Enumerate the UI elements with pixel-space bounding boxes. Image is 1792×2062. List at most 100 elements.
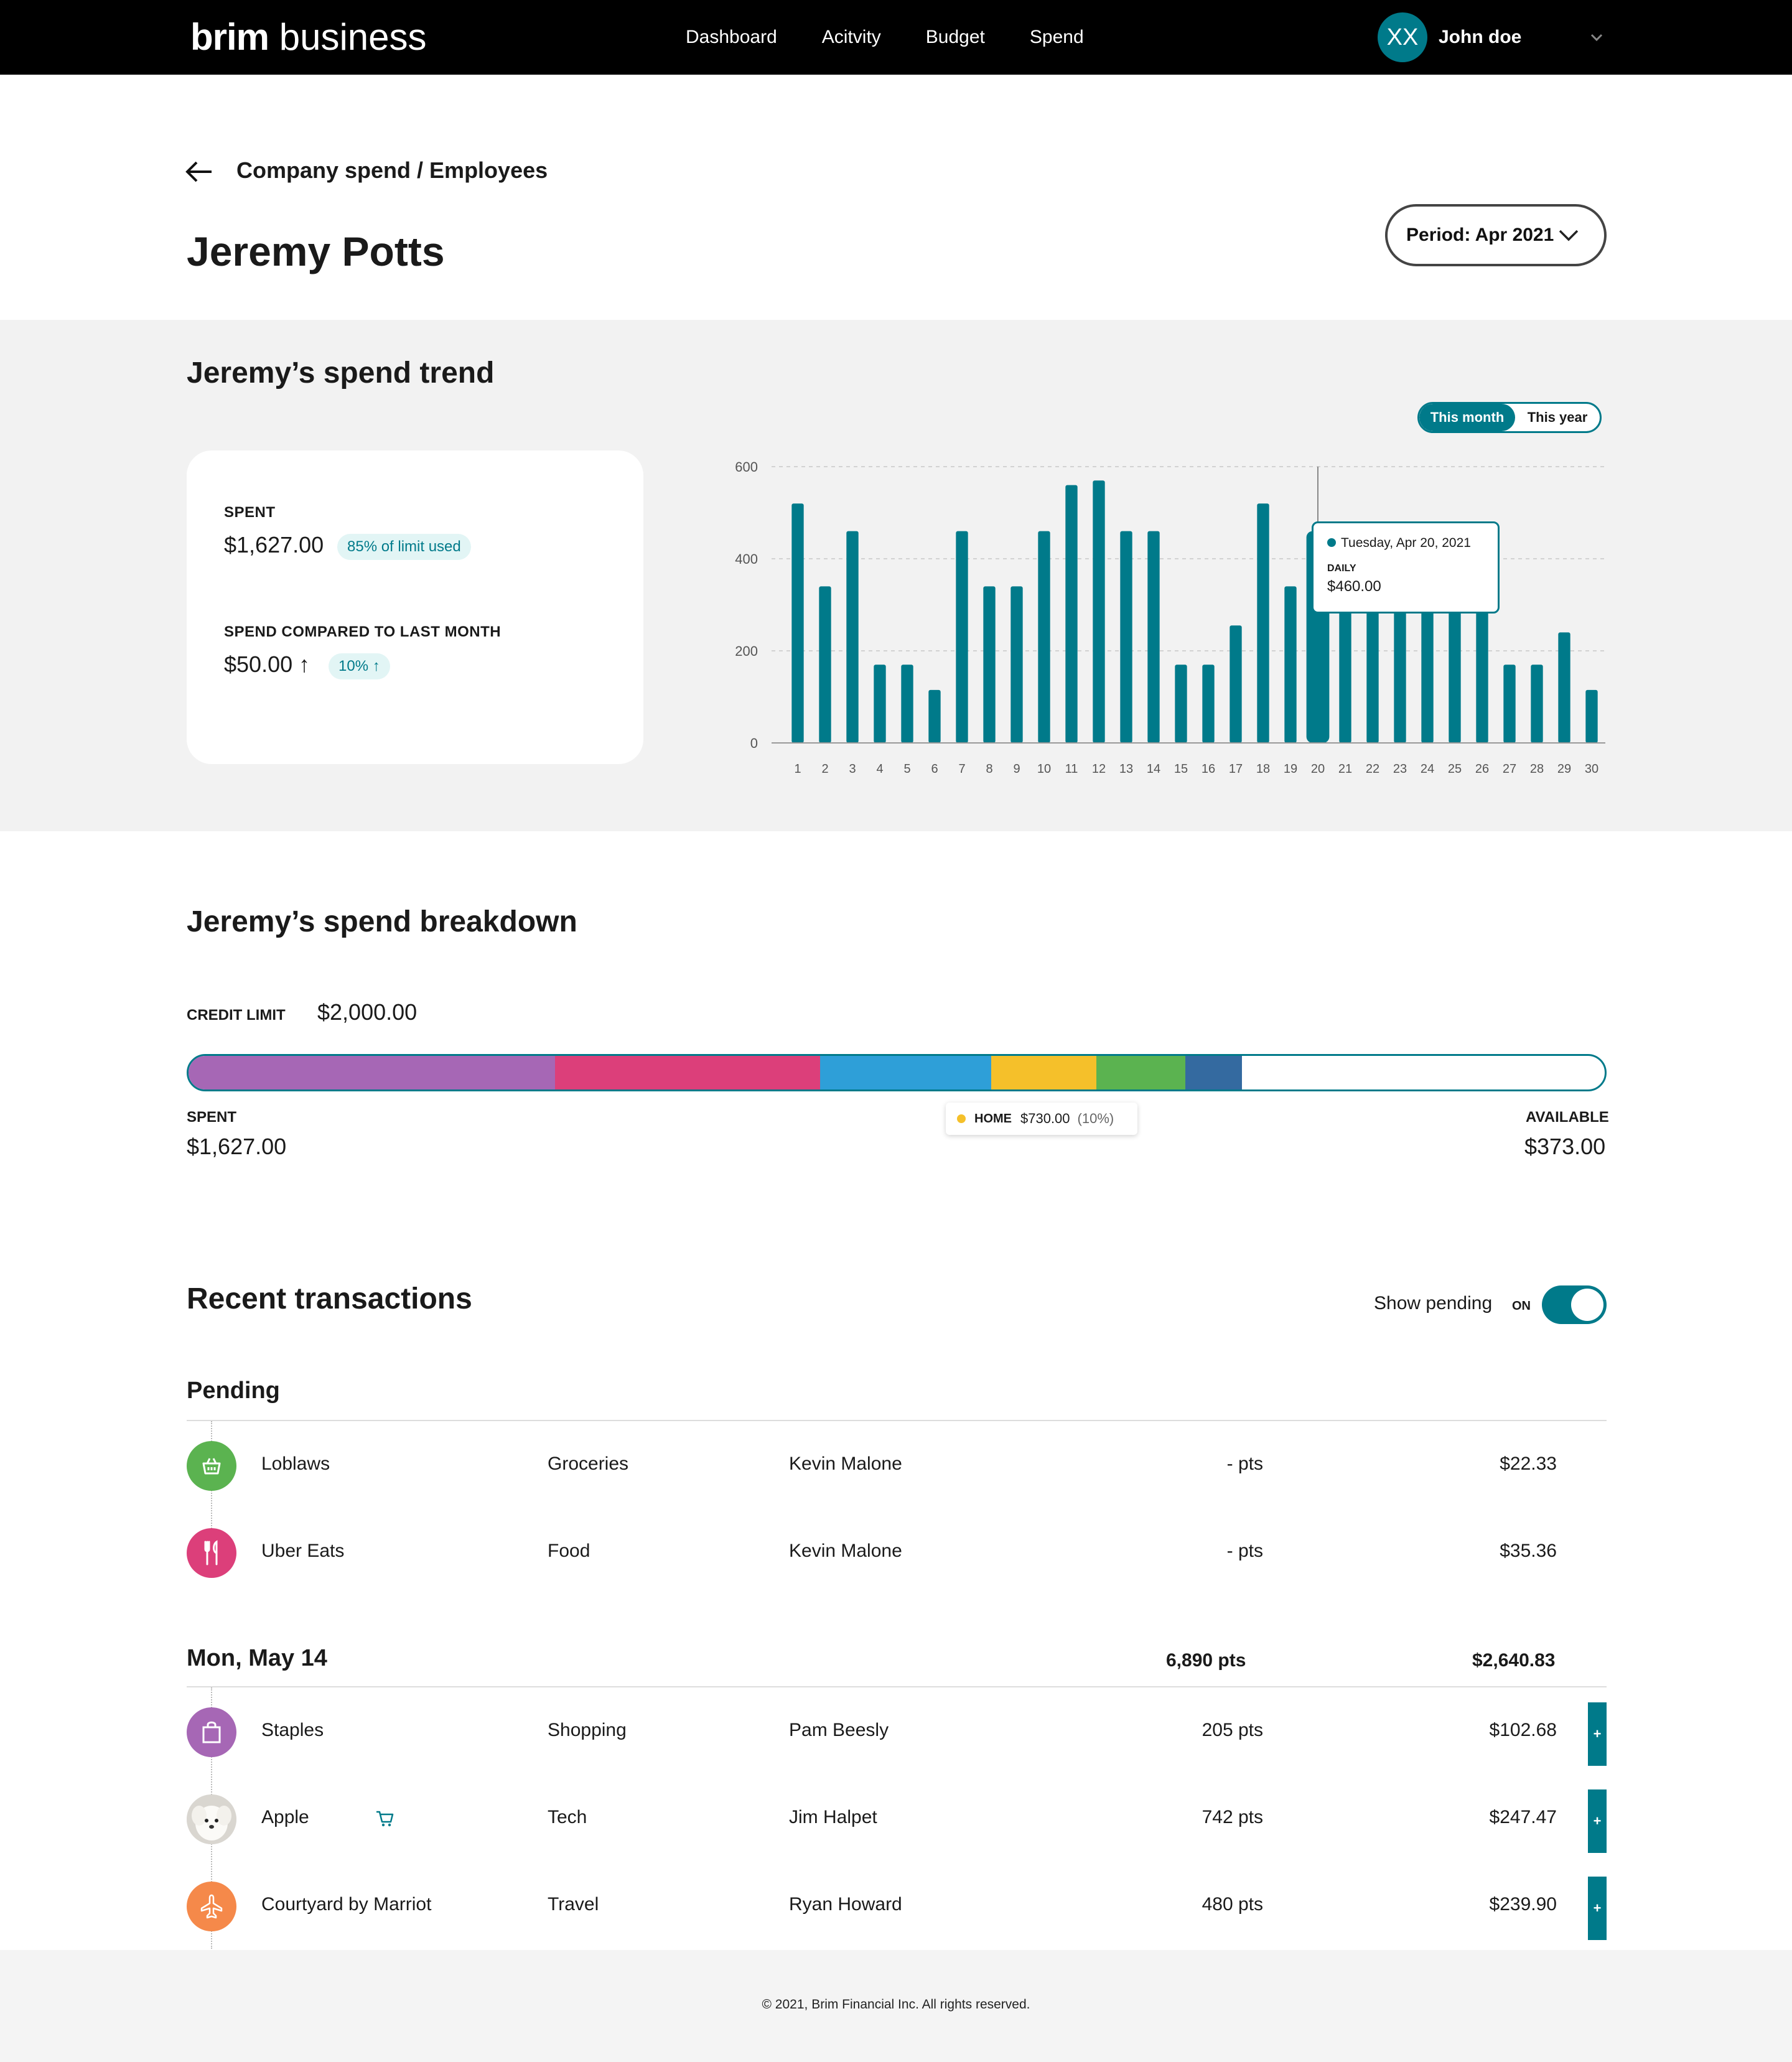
chart-bar-day-11[interactable] (1065, 485, 1078, 743)
transaction-row[interactable]: Loblaws Groceries Kevin Malone - pts $22… (187, 1436, 1607, 1496)
chevron-down-icon[interactable] (1588, 29, 1605, 46)
compare-label: SPEND COMPARED TO LAST MONTH (224, 623, 502, 640)
chart-bar-day-10[interactable] (1038, 531, 1050, 743)
spend-summary-card: SPENT $1,627.00 85% of limit used SPEND … (187, 450, 643, 764)
chart-bar-day-15[interactable] (1175, 665, 1187, 743)
breadcrumb[interactable]: Company spend / Employees (236, 157, 548, 183)
x-tick-label: 29 (1557, 762, 1571, 776)
x-tick-label: 18 (1256, 762, 1270, 776)
chart-bar-day-14[interactable] (1147, 531, 1160, 743)
chart-bar-day-26[interactable] (1476, 600, 1488, 743)
chart-bar-day-18[interactable] (1257, 503, 1269, 743)
chart-bar-day-12[interactable] (1093, 480, 1105, 743)
chart-bar-day-25[interactable] (1449, 600, 1461, 743)
transaction-row[interactable]: Uber Eats Food Kevin Malone - pts $35.36 (187, 1523, 1607, 1583)
page-title: Jeremy Potts (187, 228, 445, 274)
breakdown-segment-1[interactable] (189, 1056, 556, 1089)
transaction-category: Tech (548, 1807, 587, 1827)
period-dropdown[interactable]: Period: Apr 2021 (1385, 204, 1607, 266)
expand-button[interactable]: + (1588, 1789, 1607, 1853)
x-tick-label: 14 (1147, 762, 1160, 776)
user-menu[interactable]: XX John doe (1378, 12, 1521, 62)
chart-bar-day-24[interactable] (1421, 600, 1434, 743)
nav-link-activity[interactable]: Acitvity (821, 27, 881, 47)
transaction-row[interactable]: Staples Shopping Pam Beesly 205 pts $102… (187, 1702, 1607, 1766)
transaction-merchant: Uber Eats (261, 1541, 345, 1561)
x-tick-label: 1 (794, 762, 801, 776)
breakdown-segment-5[interactable] (1096, 1056, 1186, 1089)
chart-bar-day-2[interactable] (819, 586, 831, 743)
x-tick-label: 25 (1448, 762, 1462, 776)
chart-bar-day-29[interactable] (1558, 632, 1570, 743)
available-label: AVAILABLE (1526, 1109, 1609, 1126)
nav-link-budget[interactable]: Budget (925, 27, 985, 47)
compare-badge: 10% ↑ (329, 653, 390, 679)
breakdown-segment-6[interactable] (1185, 1056, 1243, 1089)
chart-bar-day-17[interactable] (1230, 625, 1242, 743)
chart-bar-day-30[interactable] (1585, 689, 1598, 743)
transaction-category: Shopping (548, 1720, 627, 1740)
x-tick-label: 3 (849, 762, 856, 776)
chart-bar-day-3[interactable] (846, 531, 859, 743)
transaction-row[interactable]: Courtyard by Marriot Travel Ryan Howard … (187, 1877, 1607, 1940)
x-tick-label: 10 (1037, 762, 1051, 776)
chart-bar-day-8[interactable] (983, 586, 996, 743)
chart-bar-day-21[interactable] (1339, 600, 1351, 743)
x-tick-label: 9 (1013, 762, 1020, 776)
breakdown-segment-2[interactable] (555, 1056, 821, 1089)
nav-link-dashboard[interactable]: Dashboard (686, 27, 777, 47)
nav-links: Dashboard Acitvity Budget Spend (686, 24, 1129, 51)
show-pending-toggle[interactable] (1542, 1285, 1607, 1324)
breakdown-segment-3[interactable] (820, 1056, 992, 1089)
chart-bar-day-19[interactable] (1284, 586, 1297, 743)
expand-button[interactable]: + (1588, 1877, 1607, 1940)
x-tick-label: 13 (1119, 762, 1133, 776)
group-total-points: 6,890 pts (1166, 1650, 1246, 1671)
divider (187, 1686, 1607, 1687)
credit-limit-label: CREDIT LIMIT (187, 1007, 286, 1024)
chart-bar-day-6[interactable] (928, 689, 941, 743)
toggle-this-year[interactable]: This year (1527, 409, 1588, 425)
transaction-merchant: Apple (261, 1807, 309, 1827)
back-arrow-icon[interactable] (184, 159, 214, 184)
chart-bar-day-7[interactable] (956, 531, 968, 743)
chart-bar-day-28[interactable] (1531, 665, 1543, 743)
brand-logo[interactable]: brim business (190, 16, 427, 58)
transaction-row[interactable]: Apple Tech Jim Halpet 742 pts $247.47 + (187, 1789, 1607, 1853)
x-tick-label: 27 (1503, 762, 1516, 776)
x-tick-label: 8 (986, 762, 992, 776)
chevron-down-icon (1559, 230, 1579, 241)
basket-icon (187, 1441, 236, 1491)
y-tick-label: 600 (735, 459, 758, 475)
tooltip-category: HOME (974, 1111, 1012, 1126)
section-title: Recent transactions (187, 1282, 472, 1315)
transaction-amount: $102.68 (1489, 1720, 1557, 1740)
x-tick-label: 15 (1174, 762, 1188, 776)
chart-bar-day-22[interactable] (1366, 600, 1379, 743)
chart-bar-day-4[interactable] (874, 665, 886, 743)
breakdown-segment-4[interactable] (991, 1056, 1096, 1089)
dog-photo (187, 1794, 236, 1844)
toggle-knob (1571, 1289, 1603, 1321)
chart-bar-day-9[interactable] (1010, 586, 1023, 743)
toggle-this-month[interactable]: This month (1419, 404, 1515, 431)
transaction-points: - pts (1226, 1541, 1263, 1561)
x-tick-label: 21 (1338, 762, 1352, 776)
nav-link-spend[interactable]: Spend (1029, 27, 1084, 47)
x-tick-label: 19 (1284, 762, 1297, 776)
transaction-merchant: Courtyard by Marriot (261, 1894, 432, 1915)
x-tick-label: 20 (1311, 762, 1325, 776)
chart-bar-day-1[interactable] (791, 503, 804, 743)
spend-trend-section: Jeremy’s spend trend SPENT $1,627.00 85%… (0, 320, 1792, 831)
period-label: Period: Apr 2021 (1406, 225, 1554, 245)
utensils-icon (187, 1528, 236, 1578)
chart-bar-day-27[interactable] (1503, 665, 1516, 743)
chart-bar-day-5[interactable] (901, 665, 913, 743)
expand-button[interactable]: + (1588, 1702, 1607, 1766)
chart-bar-day-23[interactable] (1394, 600, 1406, 743)
transaction-points: - pts (1226, 1453, 1263, 1474)
limit-used-badge: 85% of limit used (337, 534, 471, 560)
y-tick-label: 400 (735, 551, 758, 567)
chart-bar-day-13[interactable] (1120, 531, 1132, 743)
chart-bar-day-16[interactable] (1202, 665, 1215, 743)
